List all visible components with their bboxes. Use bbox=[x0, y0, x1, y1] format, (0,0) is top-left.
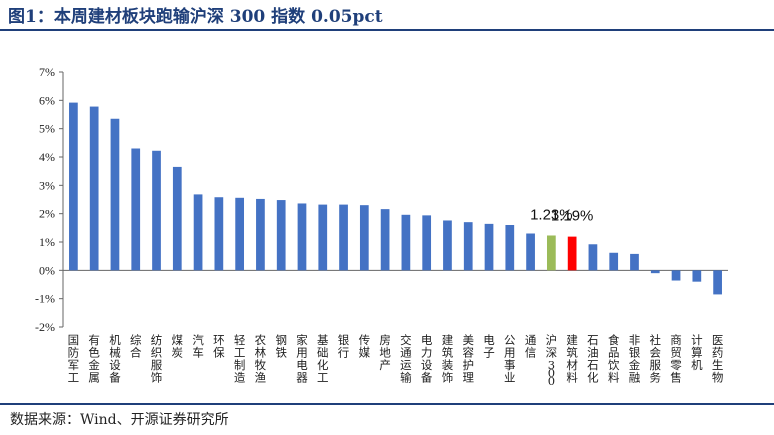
y-tick-label: 7% bbox=[39, 65, 55, 79]
bar-建筑装饰 bbox=[443, 220, 452, 271]
category-labels: 国防军工有色金属机械设备综合纺织服饰煤炭汽车环保轻工制造农林牧渔钢铁家用电器基础… bbox=[68, 333, 724, 388]
category-label: 非银金融 bbox=[629, 333, 641, 385]
category-label: 电子 bbox=[483, 333, 495, 360]
data-label: 1.19% bbox=[551, 208, 594, 225]
data-labels: 1.23%1.19% bbox=[530, 206, 593, 224]
bar-家用电器 bbox=[297, 203, 307, 271]
category-label: 电力设备 bbox=[421, 333, 433, 385]
bar-公用事业 bbox=[505, 225, 515, 271]
category-label: 银行 bbox=[338, 333, 350, 360]
bar-石油石化 bbox=[588, 244, 598, 271]
category-label: 家用电器 bbox=[296, 333, 308, 385]
bar-房地产 bbox=[380, 209, 390, 271]
category-label: 煤炭 bbox=[172, 333, 184, 360]
figure-title: 图1：本周建材板块跑输沪深 300 指数 0.05pct bbox=[8, 7, 383, 27]
category-label: 轻工制造 bbox=[234, 333, 246, 385]
bar-chart: -2% -1% 0% 1% 2% 3% 4% 5% 6% 7% 国防军工有色金属机械设备综合纺织服… bbox=[35, 65, 728, 388]
bar-社会服务 bbox=[650, 270, 660, 274]
bar-有色金属 bbox=[89, 106, 99, 271]
category-label: 环保 bbox=[213, 333, 225, 360]
bar-沪深300 bbox=[546, 235, 556, 271]
bar-交通运输 bbox=[401, 214, 411, 271]
y-tick-label: 2% bbox=[39, 207, 55, 221]
y-tick-label: 0% bbox=[39, 263, 55, 277]
category-label: 商贸零售 bbox=[670, 333, 682, 385]
bar-轻工制造 bbox=[235, 197, 245, 271]
category-label: 农林牧渔 bbox=[255, 333, 267, 385]
bar-综合 bbox=[131, 148, 141, 271]
y-tick-label: 5% bbox=[39, 122, 55, 136]
category-label: 医药生物 bbox=[712, 333, 724, 385]
data-label: 1.23% bbox=[530, 206, 573, 223]
bar-国防军工 bbox=[69, 102, 78, 271]
bar-医药生物 bbox=[713, 270, 722, 295]
category-label: 综合 bbox=[130, 333, 142, 360]
footer-divider bbox=[0, 403, 774, 405]
bar-机械设备 bbox=[110, 118, 120, 271]
category-label: 纺织服饰 bbox=[151, 333, 163, 385]
y-tick-label: -2% bbox=[35, 320, 55, 334]
category-label: 美容护理 bbox=[462, 333, 474, 385]
category-label: 公用事业 bbox=[504, 333, 516, 385]
y-tick-label: -1% bbox=[35, 292, 55, 306]
category-label: 房地产 bbox=[379, 333, 391, 372]
y-tick-label: 4% bbox=[39, 150, 55, 164]
chart-bars bbox=[69, 102, 722, 295]
category-label: 有色金属 bbox=[88, 333, 100, 385]
bar-通信 bbox=[526, 233, 535, 271]
bar-钢铁 bbox=[276, 200, 286, 271]
category-label: 计算机 bbox=[691, 333, 703, 372]
source-note: 数据来源：Wind、开源证券研究所 bbox=[10, 412, 229, 428]
bar-基础化工 bbox=[318, 204, 328, 271]
y-tick-labels: -2% -1% 0% 1% 2% 3% 4% 5% 6% 7% bbox=[35, 65, 55, 334]
category-label: 建筑装饰 bbox=[442, 333, 454, 385]
bar-建筑材料 bbox=[567, 236, 577, 271]
bar-计算机 bbox=[692, 270, 702, 282]
bar-纺织服饰 bbox=[152, 150, 161, 271]
bar-美容护理 bbox=[463, 222, 473, 271]
category-label: 社会服务 bbox=[650, 333, 662, 385]
category-label: 通信 bbox=[525, 333, 537, 360]
category-label: 交通运输 bbox=[400, 333, 412, 385]
category-label: 基础化工 bbox=[317, 333, 329, 385]
bar-农林牧渔 bbox=[256, 198, 265, 271]
category-label: 沪深 3 0 0 bbox=[546, 333, 558, 388]
bar-非银金融 bbox=[630, 253, 639, 271]
bar-银行 bbox=[339, 204, 348, 271]
category-label: 传媒 bbox=[359, 333, 371, 360]
y-tick-label: 3% bbox=[39, 178, 55, 192]
bar-煤炭 bbox=[172, 166, 182, 271]
category-label: 建筑材料 bbox=[566, 333, 578, 385]
bar-环保 bbox=[214, 197, 224, 271]
y-tick-label: 1% bbox=[39, 235, 55, 249]
bar-传媒 bbox=[359, 205, 369, 271]
category-label: 石油石化 bbox=[587, 333, 599, 385]
bar-电子 bbox=[484, 223, 494, 271]
category-label: 机械设备 bbox=[109, 333, 121, 385]
category-label: 食品饮料 bbox=[608, 333, 620, 385]
bar-食品饮料 bbox=[609, 252, 619, 271]
category-label: 汽车 bbox=[192, 333, 204, 360]
y-tick-label: 6% bbox=[39, 93, 55, 107]
category-label: 钢铁 bbox=[275, 333, 287, 360]
bar-电力设备 bbox=[422, 215, 432, 271]
bar-汽车 bbox=[193, 194, 203, 271]
category-label: 国防军工 bbox=[68, 333, 80, 385]
bar-商贸零售 bbox=[671, 270, 681, 281]
title-divider bbox=[0, 29, 774, 31]
